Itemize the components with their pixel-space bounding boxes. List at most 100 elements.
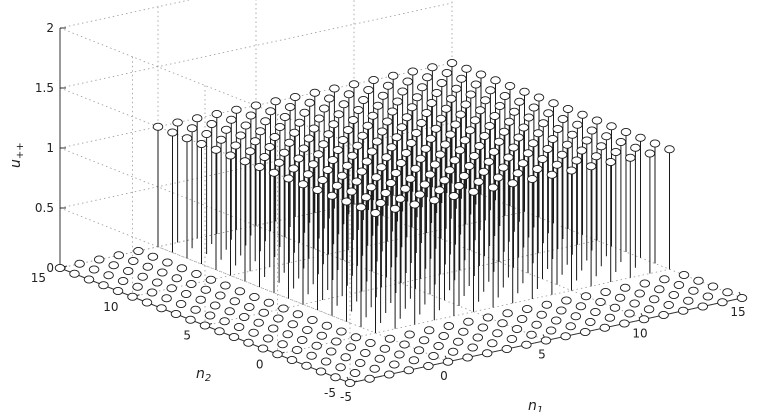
- zero-marker: [335, 363, 346, 372]
- stem-marker: [347, 151, 358, 160]
- stem-marker: [492, 173, 504, 182]
- stem-marker: [367, 111, 379, 120]
- zero-marker: [146, 288, 158, 297]
- zero-marker: [180, 289, 192, 299]
- x-tick-label: 5: [538, 348, 546, 362]
- zero-marker: [418, 336, 430, 345]
- stem-marker: [400, 148, 412, 158]
- z-tick-label: 0: [46, 261, 54, 275]
- stem-marker: [444, 166, 455, 175]
- zero-marker: [433, 341, 444, 351]
- zero-marker: [423, 326, 435, 335]
- y-tick-label: 15: [31, 271, 46, 285]
- stem-marker: [278, 148, 290, 157]
- zero-marker: [506, 334, 518, 344]
- zero-marker: [171, 274, 183, 283]
- stem-marker: [181, 134, 193, 143]
- stem-marker: [210, 145, 222, 154]
- stem-marker: [470, 80, 482, 89]
- stem-marker: [439, 176, 450, 185]
- stem-marker: [625, 153, 636, 162]
- grid-line: [277, 268, 670, 355]
- stem-marker: [346, 187, 357, 196]
- stem-marker: [380, 188, 391, 198]
- stem-marker: [508, 143, 519, 152]
- zero-marker: [458, 327, 469, 336]
- zero-marker: [233, 322, 245, 332]
- zero-marker: [604, 313, 616, 322]
- x-tick-label: -5: [340, 390, 352, 404]
- stem-marker: [284, 138, 295, 147]
- zero-marker: [561, 296, 572, 305]
- zero-marker: [302, 325, 313, 335]
- stem-marker: [201, 129, 212, 139]
- zero-marker: [658, 310, 669, 320]
- stem-marker: [387, 71, 399, 80]
- stem-marker: [376, 163, 387, 172]
- zero-marker: [220, 281, 231, 290]
- zero-marker: [736, 293, 748, 303]
- stem-marker: [421, 108, 432, 118]
- stem-marker: [450, 120, 461, 129]
- zero-marker: [688, 286, 699, 295]
- zero-marker: [643, 305, 655, 314]
- stem-marker: [478, 167, 489, 176]
- zero-marker: [570, 312, 582, 321]
- stem-marker: [220, 125, 232, 134]
- stem-marker: [446, 58, 458, 68]
- stem-marker: [264, 142, 275, 152]
- zero-marker: [404, 330, 415, 339]
- stem-marker: [396, 123, 408, 132]
- stem-marker: [370, 208, 381, 218]
- stem-marker: [434, 186, 445, 195]
- stem-marker: [293, 154, 304, 163]
- x-tick-label: 10: [632, 326, 647, 340]
- zero-marker: [580, 292, 592, 301]
- stem-marker: [411, 93, 423, 102]
- stem-marker: [649, 139, 661, 148]
- zero-marker: [69, 269, 80, 278]
- zero-marker: [389, 360, 400, 369]
- stem-marker: [172, 118, 183, 127]
- stem-marker: [440, 140, 451, 149]
- stem-marker: [211, 109, 223, 119]
- stem-marker: [360, 193, 372, 202]
- zero-marker: [151, 278, 163, 287]
- stem-marker: [382, 117, 393, 126]
- zero-marker: [423, 361, 434, 371]
- stem-marker: [331, 181, 343, 190]
- zero-marker: [282, 330, 293, 339]
- zero-marker: [330, 373, 341, 382]
- stem-marker: [445, 94, 457, 103]
- stem-marker: [365, 183, 377, 192]
- stem-marker: [366, 147, 378, 156]
- stem-marker: [273, 158, 285, 167]
- zero-marker: [511, 324, 523, 334]
- zero-marker: [492, 329, 503, 338]
- stem-marker: [249, 137, 261, 146]
- stem-marker: [514, 97, 525, 106]
- stem-marker: [451, 84, 462, 93]
- zero-marker: [521, 340, 532, 349]
- stem-marker: [298, 144, 310, 153]
- zero-marker: [306, 351, 317, 360]
- stem-marker: [333, 110, 344, 119]
- zero-marker: [340, 353, 351, 362]
- stem-marker: [389, 204, 401, 213]
- zero-marker: [141, 298, 153, 307]
- stem-marker: [557, 114, 569, 124]
- zero-marker: [263, 298, 275, 307]
- zero-marker: [541, 300, 553, 309]
- stem-marker: [513, 133, 524, 142]
- stem-marker: [376, 127, 388, 136]
- stem-marker: [473, 177, 484, 186]
- zero-marker: [360, 348, 371, 358]
- zero-marker: [228, 332, 240, 342]
- zero-marker: [364, 374, 375, 383]
- stem-marker: [503, 117, 515, 126]
- zero-marker: [501, 344, 513, 354]
- zero-marker: [408, 356, 420, 365]
- zero-marker: [443, 321, 455, 331]
- zero-marker: [243, 338, 254, 347]
